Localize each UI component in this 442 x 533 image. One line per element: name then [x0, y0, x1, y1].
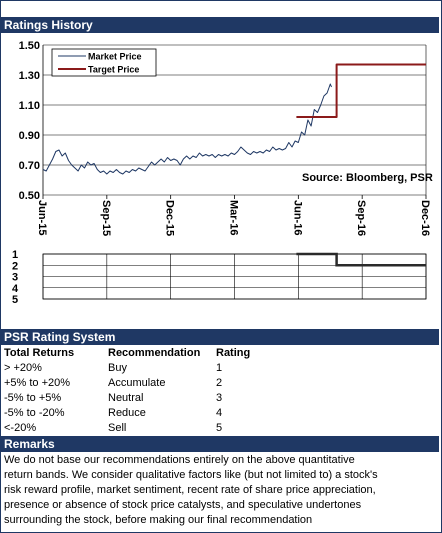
rating-tick-label: 2	[12, 260, 18, 272]
remarks-line: return bands. We consider qualitative fa…	[4, 469, 378, 481]
rating-cell: 4	[216, 407, 223, 419]
rating-table-header-row: Total Returns Recommendation Rating	[4, 346, 276, 361]
rating-cell: 1	[216, 362, 223, 374]
table-row: -5% to -20% Reduce 4	[4, 406, 276, 421]
y-tick-label: 0.70	[19, 160, 40, 172]
recommendation-cell: Reduce	[108, 407, 146, 419]
ratings-history-title: Ratings History	[4, 18, 93, 32]
header-total-returns: Total Returns	[4, 347, 75, 359]
rating-cell: 2	[216, 377, 223, 389]
table-row: <-20% Sell 5	[4, 421, 276, 436]
recommendation-cell: Accumulate	[108, 377, 166, 389]
recommendation-cell: Buy	[108, 362, 127, 374]
table-row: -5% to +5% Neutral 3	[4, 391, 276, 406]
table-row: > +20% Buy 1	[4, 361, 276, 376]
header-rating: Rating	[216, 347, 251, 359]
remarks-title: Remarks	[4, 437, 55, 451]
rating-system-header: PSR Rating System	[1, 329, 439, 345]
x-tick-label: Dec-16	[419, 200, 431, 236]
legend-label: Market Price	[88, 52, 142, 62]
x-tick-label: Sep-15	[100, 200, 112, 236]
rating-tick-label: 5	[12, 294, 18, 306]
source-annotation: Source: Bloomberg, PSR	[302, 172, 433, 184]
remarks-line: surrounding the stock, before making our…	[4, 514, 313, 526]
total-returns-cell: +5% to +20%	[4, 377, 71, 389]
y-tick-label: 1.30	[19, 70, 40, 82]
x-tick-label: Jun-16	[291, 200, 303, 235]
remarks-line: We do not base our recommendations entir…	[4, 454, 355, 466]
target-price-line	[296, 63, 426, 118]
ratings-history-header: Ratings History	[1, 17, 439, 33]
y-tick-label: 1.50	[19, 40, 40, 52]
remarks-line: risk reward profile, market sentiment, r…	[4, 484, 376, 496]
rating-tick-label: 3	[12, 272, 18, 284]
rating-tick-label: 4	[12, 283, 19, 295]
y-tick-label: 0.90	[19, 130, 40, 142]
rating-cell: 5	[216, 422, 223, 434]
table-row: +5% to +20% Accumulate 2	[4, 376, 276, 391]
rating-line	[296, 252, 426, 267]
rating-system-title: PSR Rating System	[4, 330, 116, 344]
y-tick-label: 1.10	[19, 100, 40, 112]
x-tick-label: Mar-16	[228, 200, 240, 235]
remarks-text: We do not base our recommendations entir…	[4, 453, 438, 528]
rating-cell: 3	[216, 392, 223, 404]
recommendation-cell: Neutral	[108, 392, 144, 404]
x-tick-label: Sep-16	[355, 200, 367, 236]
remarks-line: presence or absence of stock price catal…	[4, 499, 362, 511]
total-returns-cell: -5% to -20%	[4, 407, 65, 419]
y-tick-label: 0.50	[19, 190, 40, 202]
x-tick-label: Jun-15	[36, 200, 48, 235]
total-returns-cell: -5% to +5%	[4, 392, 62, 404]
total-returns-cell: > +20%	[4, 362, 42, 374]
x-tick-label: Dec-15	[164, 200, 176, 236]
rating-system-table: Total Returns Recommendation Rating > +2…	[4, 346, 276, 436]
recommendation-cell: Sell	[108, 422, 127, 434]
legend-box	[51, 48, 157, 77]
remarks-header: Remarks	[1, 436, 439, 452]
header-recommendation: Recommendation	[108, 347, 201, 359]
total-returns-cell: <-20%	[4, 422, 37, 434]
market-price-line	[42, 83, 332, 175]
rating-tick-label: 1	[12, 249, 18, 261]
legend-label: Target Price	[88, 65, 139, 75]
